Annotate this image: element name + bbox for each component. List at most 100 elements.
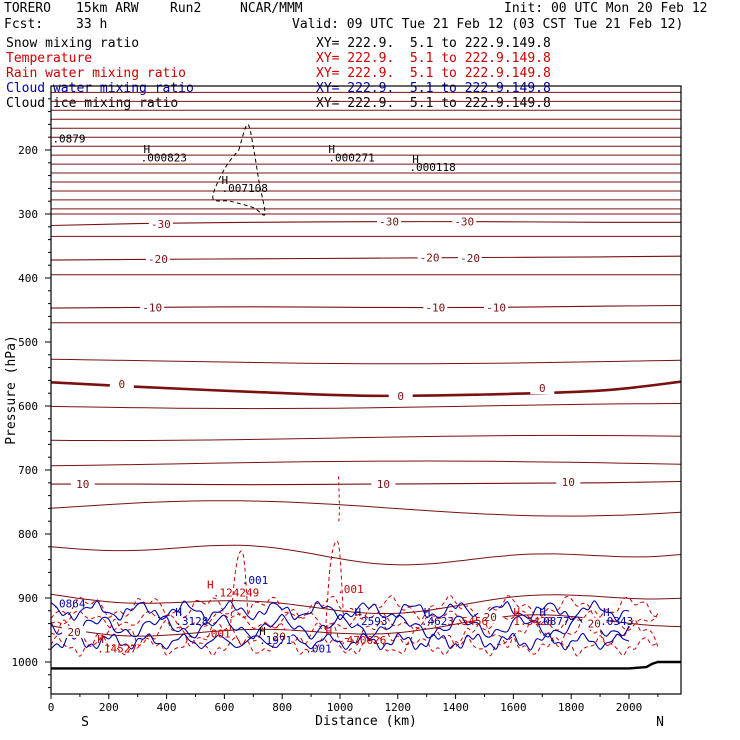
y-tick-label: 900 — [18, 592, 38, 605]
max-value-label: .1971 — [259, 634, 292, 647]
isentrope-line — [50, 593, 682, 614]
isotherm-label: -10 — [486, 301, 506, 314]
isotherm-label-bg — [371, 478, 396, 491]
header-init: Init: 00 UTC Mon 20 Feb 12 — [504, 1, 708, 16]
header-center: NCAR/MMM — [240, 1, 303, 16]
isotherm-label-bg — [458, 252, 483, 265]
isentrope-line — [50, 403, 682, 410]
max-value-label: .000118 — [409, 161, 455, 174]
header-fcst-value: 33 h — [76, 17, 108, 32]
isotherm-label: -30 — [454, 216, 474, 229]
rain-contour — [50, 594, 659, 621]
contour-label-layer: -30 -30 -30 -20 -20 -20 -10 -10 -10 0 0 0 10 10 10 20 20… — [52, 132, 633, 655]
y-axis-label: Pressure (hPa) — [4, 335, 19, 445]
y-tick-label: 1000 — [12, 656, 39, 669]
isotherm-label: -30 — [379, 216, 399, 229]
max-marker-h: H — [97, 633, 104, 646]
isotherm-label-bg — [484, 301, 509, 314]
max-marker-h: H — [326, 625, 333, 638]
max-value-label: .0879 — [52, 132, 85, 145]
max-value-label: .0343 — [600, 615, 633, 628]
isotherm-label: -20 — [460, 252, 480, 265]
isotherm-label-bg — [582, 617, 607, 630]
axes-layer: 0 200 400 600 800 1000 1200 1400 1600 1800 2000200… — [12, 98, 659, 714]
cloud-water-contour — [50, 614, 630, 640]
max-marker-h: H — [222, 174, 229, 187]
isotherm-label-bg — [423, 301, 448, 314]
field-xy-rain: XY= 222.9. 5.1 to 222.9.149.8 — [316, 66, 551, 81]
y-tick-label: 500 — [18, 336, 38, 349]
max-value-label: .4623 — [421, 615, 454, 628]
isotherm-label-bg — [148, 218, 173, 231]
field-xy-temperature: XY= 222.9. 5.1 to 222.9.149.8 — [316, 51, 551, 66]
isotherm-label-bg — [388, 389, 413, 402]
right-end-label: N — [656, 715, 664, 730]
isotherm-label-bg — [70, 478, 95, 491]
isotherm-label: 10 — [76, 478, 89, 491]
x-tick-label: 1400 — [442, 701, 469, 714]
header-resolution: 15km ARW — [76, 1, 139, 16]
isotherm--30 — [50, 221, 682, 227]
max-value-label: .0877 — [537, 615, 570, 628]
left-end-label: S — [81, 715, 89, 730]
isotherm-label: -30 — [151, 218, 171, 231]
isotherm-label-bg — [417, 251, 442, 264]
max-value-label: .001 — [305, 642, 332, 655]
max-value-label: .3128 — [175, 615, 208, 628]
plume-contour — [325, 540, 344, 631]
x-tick-label: 1000 — [327, 701, 354, 714]
max-marker-h: H — [603, 606, 610, 619]
x-tick-label: 1200 — [385, 701, 412, 714]
max-marker-h: H — [412, 153, 419, 166]
rain-contour — [50, 610, 659, 631]
x-tick-label: 400 — [157, 701, 177, 714]
max-marker-h: H — [424, 606, 431, 619]
max-value-label: .2593 — [354, 615, 387, 628]
isotherm-label: 10 — [377, 478, 390, 491]
max-value-label: .470626 — [340, 634, 386, 647]
x-tick-label: 2000 — [616, 701, 643, 714]
max-marker-h: H — [143, 143, 150, 156]
isotherm-label-bg — [140, 301, 165, 314]
cloud-water-contour — [50, 632, 630, 651]
max-value-label: .007108 — [222, 182, 268, 195]
isotherm--20 — [50, 255, 682, 261]
isotherm-label: 0 — [118, 378, 125, 391]
x-tick-label: 600 — [214, 701, 234, 714]
isotherm-label: 10 — [562, 476, 575, 489]
max-value-label: .0864 — [52, 598, 85, 611]
cloud-ice-contour — [212, 123, 266, 216]
isotherm-0 — [50, 380, 682, 398]
isotherm-label: 20 — [273, 630, 286, 643]
max-marker-h: H — [175, 606, 182, 619]
max-value-label: .124249 — [213, 587, 259, 600]
isentrope-line — [50, 500, 682, 517]
plume-contour — [338, 476, 340, 525]
cloud-water-contour — [50, 600, 630, 622]
microphysics-contour-layer — [50, 123, 659, 657]
y-tick-label: 400 — [18, 272, 38, 285]
max-value-label: .000271 — [328, 152, 374, 165]
y-tick-label: 300 — [18, 208, 38, 221]
isotherm-label: -20 — [420, 252, 440, 265]
plot-frame — [50, 85, 682, 695]
isotherm-label-bg — [556, 476, 581, 489]
max-value-label: .001 — [337, 583, 364, 596]
isotherm-label-bg — [109, 378, 134, 391]
max-value-label: .001 — [242, 574, 269, 587]
y-tick-label: 700 — [18, 464, 38, 477]
isotherm-label-bg — [530, 382, 555, 395]
isotherm-label: 20 — [484, 611, 497, 624]
x-tick-label: 1600 — [500, 701, 527, 714]
y-tick-label: 200 — [18, 144, 38, 157]
isotherm-layer — [50, 221, 682, 486]
x-tick-label: 800 — [272, 701, 292, 714]
plume-contour — [229, 550, 249, 631]
isotherm-label-bg — [452, 215, 477, 228]
isotherm-label: -10 — [425, 301, 445, 314]
isotherm--10 — [50, 304, 682, 309]
isotherm-label-bg — [377, 215, 402, 228]
max-value-label: 1.5456 — [448, 615, 488, 628]
max-value-label: .001 — [204, 628, 231, 641]
